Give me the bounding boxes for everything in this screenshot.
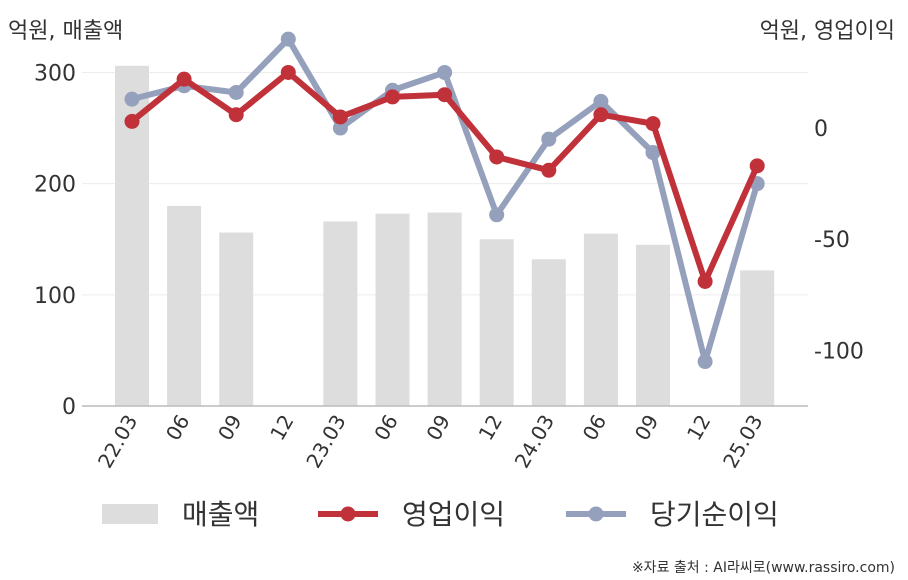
legend-marker (340, 506, 356, 522)
left-tick-label: 200 (34, 173, 76, 198)
x-tick-label: 06 (161, 411, 195, 445)
x-axis-ticks: 22.03 06 09 12 23.03 06 09 12 24.03 06 09 12 25.03 (93, 411, 768, 473)
x-tick-label: 25.03 (718, 411, 767, 473)
data-point (332, 120, 348, 136)
data-point (280, 64, 296, 80)
bar (479, 239, 514, 406)
bar (740, 270, 775, 406)
data-point (697, 354, 713, 370)
bar (323, 221, 358, 406)
legend: 매출액 영업이익 당기순이익 (102, 498, 779, 531)
left-axis-ticks: 0 100 200 300 (34, 61, 76, 420)
x-tick-label: 12 (265, 411, 299, 445)
data-point (437, 87, 453, 103)
data-point (489, 149, 505, 165)
right-tick-label: 0 (814, 117, 828, 142)
x-tick-label: 06 (578, 411, 612, 445)
bar (531, 259, 566, 406)
data-point (228, 107, 244, 123)
data-point (541, 162, 557, 178)
bar (375, 213, 410, 406)
left-tick-label: 100 (34, 284, 76, 309)
legend-label: 매출액 (182, 498, 259, 531)
x-tick-label: 09 (213, 411, 247, 445)
right-tick-label: -50 (814, 228, 850, 253)
x-tick-label: 12 (682, 411, 716, 445)
right-axis-ticks: 0 -50 -100 (814, 117, 864, 364)
x-tick-label: 24.03 (510, 411, 559, 473)
data-point (697, 273, 713, 289)
bar (427, 212, 462, 406)
data-point (124, 113, 140, 129)
left-axis-unit: 억원, 매출액 (8, 19, 123, 44)
data-point (332, 109, 348, 125)
right-tick-label: -100 (814, 339, 864, 364)
data-point (280, 31, 296, 47)
x-tick-label: 23.03 (301, 411, 350, 473)
left-tick-label: 300 (34, 61, 76, 86)
x-tick-label: 22.03 (93, 411, 142, 473)
legend-swatch (102, 504, 158, 524)
data-point (593, 93, 609, 109)
data-point (385, 89, 400, 105)
x-tick-label: 12 (474, 411, 508, 445)
right-axis-unit: 억원, 영업이익 (760, 19, 895, 44)
data-point (489, 207, 505, 223)
legend-label: 당기순이익 (650, 498, 779, 531)
data-point (124, 91, 140, 107)
data-point (228, 84, 244, 100)
left-tick-label: 0 (62, 395, 76, 420)
data-point (593, 107, 609, 123)
line-series (124, 31, 765, 370)
data-point (645, 116, 661, 132)
data-point (437, 64, 453, 80)
data-point (749, 158, 765, 174)
bar (219, 232, 254, 406)
legend-label: 영업이익 (402, 498, 505, 531)
x-tick-label: 06 (369, 411, 403, 445)
data-point (645, 145, 661, 161)
x-tick-label: 09 (630, 411, 664, 445)
legend-marker (588, 506, 604, 522)
bar (583, 233, 618, 406)
source-note: ※자료 출처 : AI라씨로(www.rassiro.com) (632, 560, 895, 576)
data-point (541, 131, 557, 147)
bar (167, 205, 202, 406)
bar (636, 244, 670, 406)
x-tick-label: 09 (421, 411, 455, 445)
data-point (176, 71, 192, 87)
bar-series (115, 65, 775, 407)
